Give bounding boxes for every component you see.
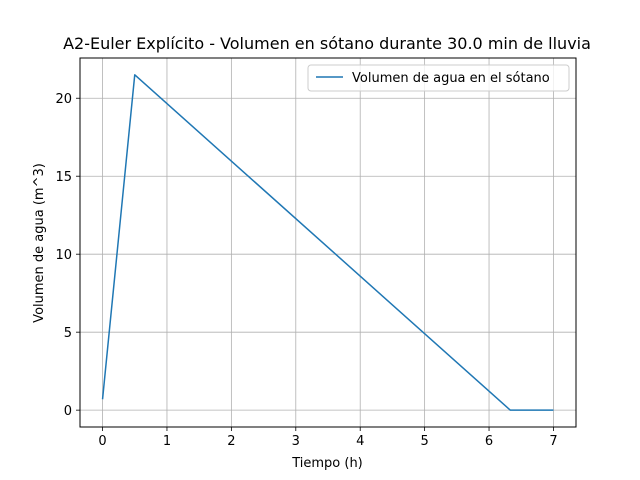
series-line-0 (101, 74, 554, 411)
x-tick-label: 5 (420, 434, 428, 449)
x-tick-label: 3 (292, 434, 300, 449)
y-axis-label: Volumen de agua (m^3) (32, 163, 47, 323)
y-tick-label: 15 (55, 170, 72, 185)
x-tick-label: 7 (549, 434, 557, 449)
series-lines (101, 74, 554, 411)
x-tick-label: 1 (163, 434, 171, 449)
x-tick-label: 6 (485, 434, 493, 449)
legend-box (307, 64, 570, 92)
axes-frame (79, 57, 577, 428)
y-tick-label: 0 (64, 404, 72, 419)
y-tick-label: 10 (55, 248, 72, 263)
x-tick-label: 4 (356, 434, 364, 449)
y-tick-label: 5 (64, 326, 72, 341)
legend: Volumen de agua en el sótano (307, 64, 570, 92)
x-tick-label: 0 (98, 434, 106, 449)
x-tick-label: 2 (227, 434, 235, 449)
grid (80, 58, 576, 427)
x-axis-label: Tiempo (h) (291, 456, 363, 471)
chart-title: A2-Euler Explícito - Volumen en sótano d… (63, 34, 591, 53)
y-tick-label: 20 (55, 92, 72, 107)
ticks: 0 1 2 3 4 5 6 7 0 5 10 15 20 (55, 92, 557, 449)
legend-label: Volumen de agua en el sótano (352, 71, 550, 86)
